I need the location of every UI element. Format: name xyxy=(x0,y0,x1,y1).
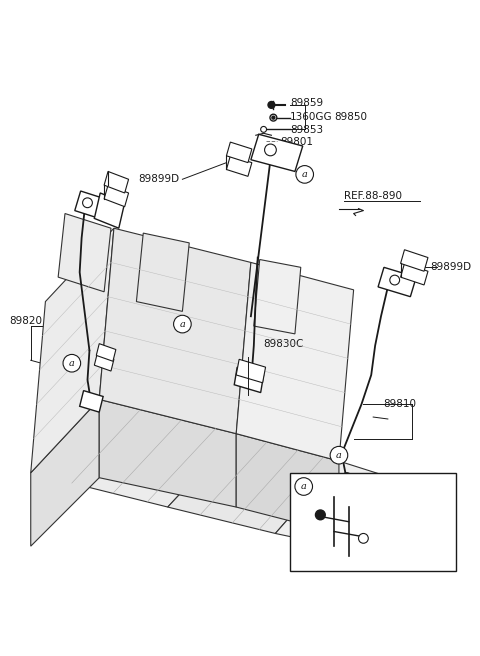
Text: 1360GG: 1360GG xyxy=(290,112,333,121)
Polygon shape xyxy=(168,434,339,533)
Text: a: a xyxy=(302,170,308,179)
Circle shape xyxy=(295,478,312,495)
Text: a: a xyxy=(69,359,75,368)
Polygon shape xyxy=(99,400,236,507)
Circle shape xyxy=(272,116,275,119)
Text: 89801: 89801 xyxy=(280,137,313,147)
Polygon shape xyxy=(236,262,354,461)
Polygon shape xyxy=(58,213,111,292)
Circle shape xyxy=(264,144,276,155)
Circle shape xyxy=(330,446,348,464)
Polygon shape xyxy=(96,344,116,361)
Text: a: a xyxy=(336,451,342,460)
Text: 89810: 89810 xyxy=(383,400,416,409)
Polygon shape xyxy=(95,354,114,371)
Text: 89853: 89853 xyxy=(290,125,323,135)
Circle shape xyxy=(261,127,266,133)
Polygon shape xyxy=(234,367,264,392)
Polygon shape xyxy=(75,191,105,218)
Text: 89820: 89820 xyxy=(9,316,42,326)
Text: 89850: 89850 xyxy=(334,112,367,121)
Polygon shape xyxy=(104,185,129,207)
Polygon shape xyxy=(236,359,265,383)
Circle shape xyxy=(359,533,368,543)
Circle shape xyxy=(390,275,400,285)
Polygon shape xyxy=(378,268,416,297)
Circle shape xyxy=(174,316,191,333)
Polygon shape xyxy=(136,233,189,312)
Polygon shape xyxy=(104,171,129,193)
Text: 88877: 88877 xyxy=(339,546,372,556)
Text: 89899D: 89899D xyxy=(138,174,180,184)
Circle shape xyxy=(296,165,313,183)
Polygon shape xyxy=(31,400,236,507)
Text: 89899D: 89899D xyxy=(430,262,471,272)
Polygon shape xyxy=(227,142,252,163)
Text: 88878: 88878 xyxy=(314,492,348,502)
Polygon shape xyxy=(31,400,99,546)
Text: a: a xyxy=(180,319,185,329)
Text: 89830C: 89830C xyxy=(264,338,304,348)
Polygon shape xyxy=(254,260,301,334)
Polygon shape xyxy=(227,155,252,176)
Polygon shape xyxy=(251,134,303,171)
Polygon shape xyxy=(401,250,428,271)
Polygon shape xyxy=(95,193,125,228)
Polygon shape xyxy=(401,264,428,285)
Circle shape xyxy=(268,102,275,108)
Polygon shape xyxy=(80,390,103,412)
Circle shape xyxy=(63,354,81,372)
Circle shape xyxy=(83,198,92,208)
Polygon shape xyxy=(236,434,339,533)
Polygon shape xyxy=(276,461,422,553)
Circle shape xyxy=(315,510,325,520)
Bar xyxy=(290,473,456,571)
Polygon shape xyxy=(31,228,114,473)
Polygon shape xyxy=(99,228,251,434)
Text: a: a xyxy=(301,482,307,491)
Text: REF.88-890: REF.88-890 xyxy=(344,191,402,201)
Text: 89859: 89859 xyxy=(290,98,323,108)
